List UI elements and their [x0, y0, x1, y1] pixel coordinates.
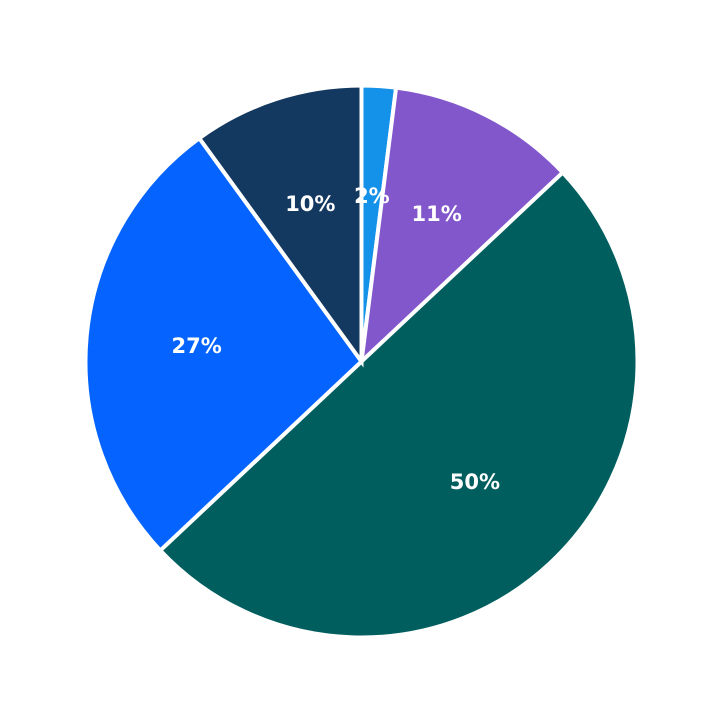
pie-slice-label-2: 50% — [450, 470, 500, 494]
pie-slices — [85, 86, 637, 638]
pie-slice-label-1: 11% — [412, 202, 462, 226]
pie-slice-label-0: 2% — [354, 184, 390, 208]
pie-slice-label-4: 10% — [285, 192, 335, 216]
pie-slice-label-3: 27% — [171, 334, 221, 358]
